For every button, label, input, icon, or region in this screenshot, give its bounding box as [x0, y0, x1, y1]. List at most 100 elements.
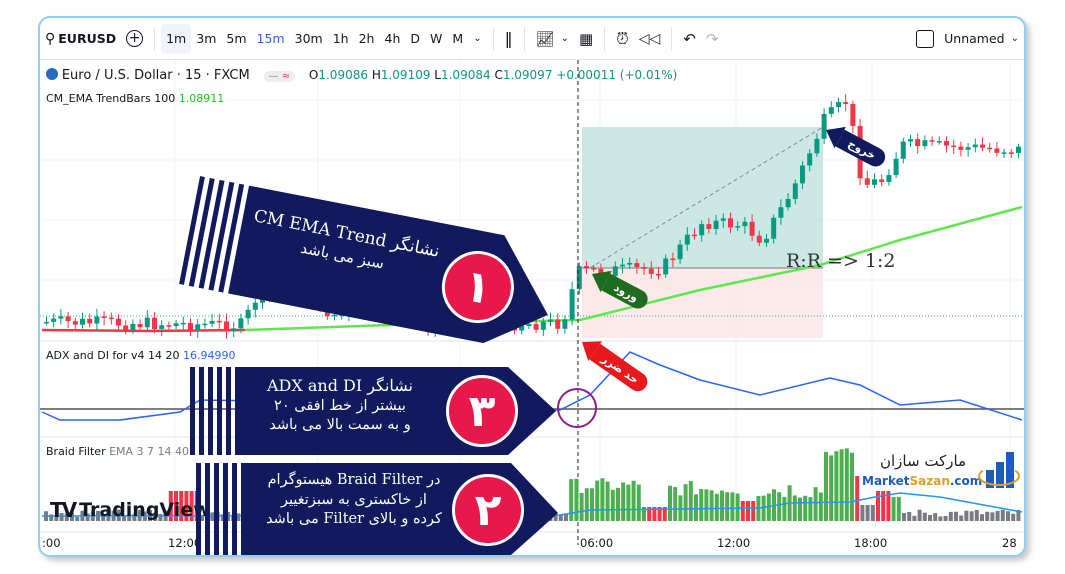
candle — [238, 318, 244, 329]
compare-button[interactable]: + — [121, 24, 148, 54]
braid-bar — [54, 516, 59, 521]
timeframe-15m[interactable]: 15m — [256, 31, 285, 46]
braid-bar — [855, 476, 860, 521]
braid-bar — [948, 511, 953, 521]
timeframe-5m[interactable]: 5m — [226, 31, 247, 46]
braid-bar — [980, 514, 984, 521]
time-label: 12:00 — [168, 536, 202, 550]
legend-toggle-button[interactable]: — ≈ — [263, 71, 296, 82]
braid-bar — [652, 507, 657, 521]
indicators-icon: 📈︎ — [535, 29, 555, 48]
braid-bar — [844, 448, 849, 521]
timeframe-1m[interactable]: 1m — [161, 23, 192, 54]
time-label: 28 — [1002, 536, 1017, 550]
braid-bar — [704, 489, 709, 521]
braid-bar — [85, 513, 90, 521]
candle — [51, 318, 57, 322]
layout-button[interactable]: ▦ — [574, 24, 598, 54]
braid-bar — [876, 491, 880, 521]
timeframe-2h[interactable]: 2h — [358, 31, 375, 46]
braid-bar — [616, 487, 620, 521]
braid-bar — [694, 494, 698, 521]
timeframe-1h[interactable]: 1h — [332, 31, 349, 46]
symbol-search[interactable]: ⚲ EURUSD — [45, 30, 117, 47]
candle — [965, 147, 971, 150]
braid-bar — [569, 479, 574, 521]
timeframe-W[interactable]: W — [430, 31, 443, 46]
timeframe-D[interactable]: D — [410, 31, 421, 46]
candle — [792, 183, 798, 199]
braid-bar — [574, 478, 579, 521]
layout-name-menu[interactable]: Unnamed ⌄ — [944, 31, 1019, 46]
divider — [523, 26, 525, 51]
braid-bar — [688, 481, 693, 521]
candle — [634, 262, 640, 268]
braid-bar — [974, 510, 979, 521]
braid-bar — [590, 488, 594, 521]
timeframe-4h[interactable]: 4h — [384, 31, 401, 46]
step-badge-3: ۳ — [446, 375, 518, 447]
candle — [584, 266, 589, 269]
candle — [612, 266, 618, 277]
candle — [994, 148, 1000, 153]
alert-button[interactable]: ⏰︎ — [611, 24, 633, 54]
braid-bar — [158, 513, 163, 521]
timeframe-30m[interactable]: 30m — [294, 31, 323, 46]
braid-bar — [200, 515, 204, 521]
candle — [879, 179, 885, 183]
risk-reward-label: R:R => 1:2 — [786, 250, 896, 272]
candle — [332, 314, 337, 317]
banner-3-text: نشانگر ADX and DI بیشتر از خط افقی ۲۰ و … — [267, 376, 413, 434]
braid-bar — [735, 493, 740, 521]
candle — [87, 318, 93, 324]
braid-bar — [184, 491, 189, 521]
layout-checkbox[interactable] — [911, 24, 939, 54]
braid-bar — [122, 515, 126, 521]
candle — [533, 323, 539, 330]
braid-bar — [220, 514, 225, 521]
candle — [893, 158, 899, 176]
candle — [958, 146, 964, 150]
candle — [641, 267, 647, 269]
candle — [180, 322, 186, 325]
candle — [65, 316, 71, 322]
braid-bar — [813, 487, 818, 521]
redo-button[interactable]: ↷ — [701, 24, 724, 54]
candle — [224, 321, 229, 332]
replay-button[interactable]: ◁◁ — [634, 24, 666, 54]
adx-legend[interactable]: ADX and DI for v4 14 20 16.94990 — [46, 349, 236, 362]
candle — [576, 266, 582, 290]
candle — [94, 316, 100, 324]
candle — [144, 317, 150, 328]
braid-bar — [210, 512, 215, 521]
candle — [713, 220, 719, 229]
braid-legend[interactable]: Braid Filter EMA 3 7 14 40 — [46, 445, 190, 458]
candle — [231, 328, 237, 332]
step-badge-2: ۲ — [452, 474, 524, 546]
candle — [728, 218, 733, 228]
candle — [944, 141, 949, 146]
braid-bar — [132, 513, 137, 521]
braid-bar — [595, 480, 600, 521]
candle — [130, 323, 136, 331]
candle — [526, 323, 532, 327]
annotation-banner-1: نشانگر CM EMA Trend سبز می باشد ۱ — [179, 176, 563, 355]
ema-indicator-legend[interactable]: CM_EMA TrendBars 100 1.08911 — [46, 92, 225, 105]
indicators-button[interactable]: 📈︎ ⌄ — [531, 24, 574, 54]
candle — [987, 147, 993, 150]
braid-bar — [1011, 513, 1016, 521]
timeframe-3m[interactable]: 3m — [196, 31, 217, 46]
braid-bar — [101, 516, 106, 521]
candle — [188, 322, 193, 331]
undo-button[interactable]: ↶ — [678, 24, 701, 54]
candle — [569, 289, 575, 320]
braid-bar — [850, 452, 854, 521]
timeframe-M[interactable]: M — [452, 31, 464, 46]
braid-bar — [657, 507, 662, 521]
braid-bar — [59, 513, 64, 521]
braid-bar — [153, 513, 158, 521]
timeframe-more[interactable]: ⌄ — [468, 24, 486, 54]
chart-type-button[interactable]: ‖ — [500, 24, 518, 54]
undo-icon: ↶ — [683, 29, 696, 48]
redo-icon: ↷ — [705, 29, 719, 48]
